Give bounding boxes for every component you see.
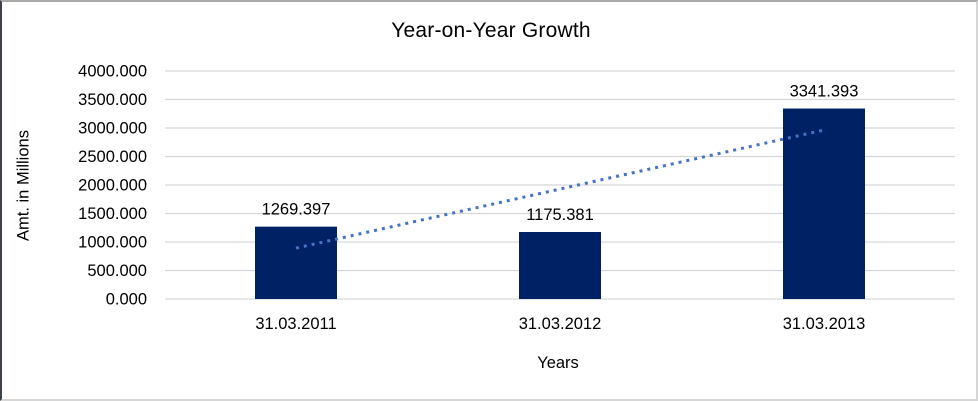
x-category-label: 31.03.2011 (255, 315, 336, 333)
y-tick-label: 2000.000 (78, 177, 147, 195)
x-category-label: 31.03.2013 (783, 315, 866, 333)
y-tick-label: 4000.000 (78, 63, 147, 81)
y-tick-label: 3000.000 (78, 120, 147, 138)
y-tick-label: 2500.000 (78, 148, 147, 166)
x-category-label: 31.03.2012 (519, 315, 602, 333)
y-tick-label: 500.000 (87, 262, 147, 280)
y-tick-label: 1000.000 (78, 234, 147, 252)
data-label: 1269.397 (262, 201, 331, 219)
trendline (295, 128, 825, 250)
y-tick-label: 1500.000 (78, 205, 147, 223)
chart-title: Year-on-Year Growth (391, 19, 591, 42)
data-label: 3341.393 (790, 83, 859, 101)
data-label: 1175.381 (526, 206, 594, 224)
x-axis-title: Years (537, 354, 579, 372)
bar (519, 232, 601, 299)
bar (783, 108, 865, 300)
y-tick-label: 0.000 (106, 291, 147, 309)
bar (255, 226, 337, 299)
y-tick-label: 3500.000 (78, 91, 147, 109)
